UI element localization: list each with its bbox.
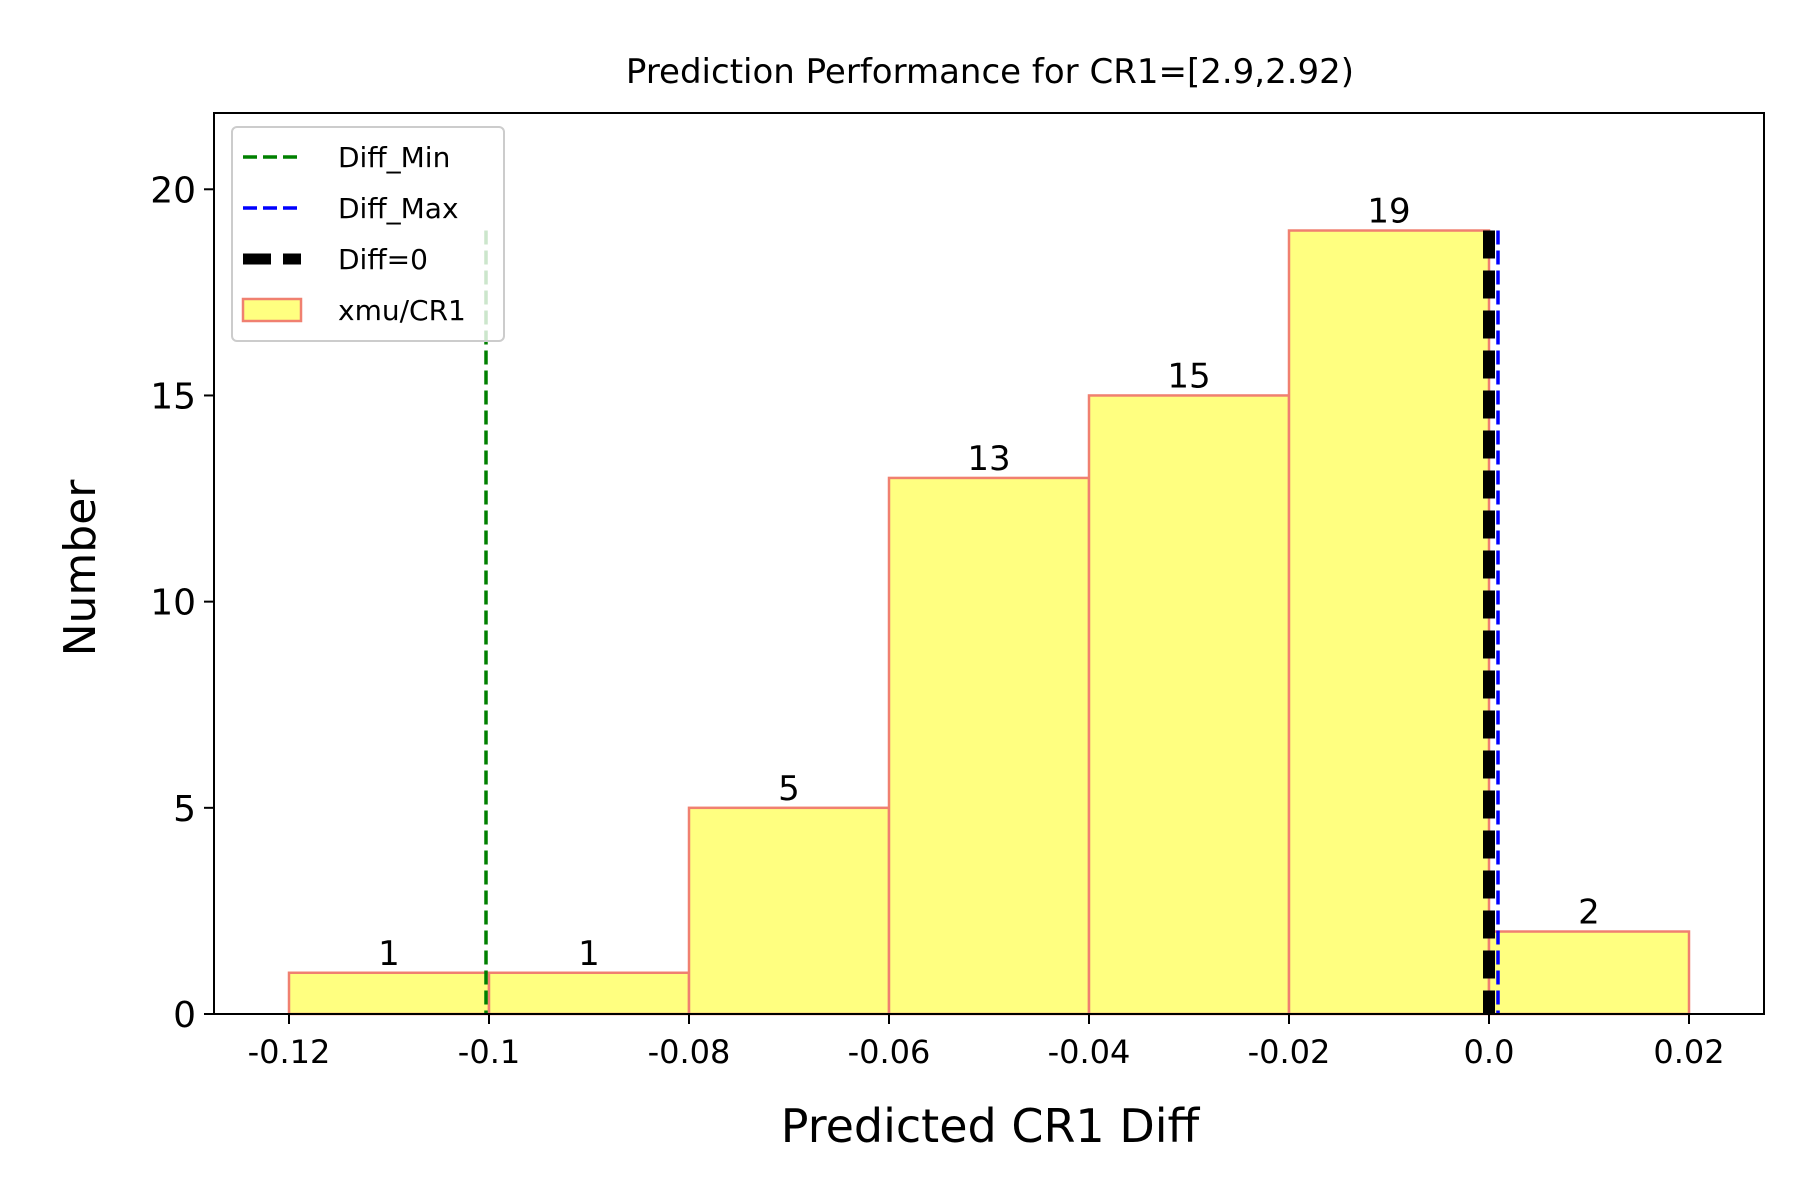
bar-value-label: 15 xyxy=(1167,356,1210,396)
legend-box xyxy=(231,126,505,342)
legend-swatch-patch xyxy=(241,297,303,323)
legend-label: Diff_Max xyxy=(338,192,459,225)
y-axis-label: Number xyxy=(55,479,106,657)
y-tick-label: 5 xyxy=(173,789,196,830)
y-tick-label: 15 xyxy=(150,376,196,417)
axes-frame xyxy=(213,112,1765,1015)
x-tick-label: -0.08 xyxy=(648,1033,731,1071)
histogram-bar xyxy=(1487,930,1691,1016)
bar-value-label: 5 xyxy=(778,769,800,809)
histogram-bar xyxy=(487,971,691,1016)
bar-value-label: 13 xyxy=(967,439,1010,479)
chart-title: Prediction Performance for CR1=[2.9,2.92… xyxy=(626,52,1354,92)
legend-label: Diff=0 xyxy=(338,243,428,276)
x-tick-label: 0.0 xyxy=(1464,1033,1515,1071)
histogram-bar xyxy=(1287,229,1491,1016)
x-tick-label: -0.1 xyxy=(458,1033,520,1071)
bar-value-label: 1 xyxy=(578,934,600,974)
y-tick-label: 10 xyxy=(150,583,196,624)
y-tick-label: 20 xyxy=(150,170,196,211)
x-tick-label: 0.02 xyxy=(1653,1033,1724,1071)
histogram-bar xyxy=(1087,394,1291,1016)
bar-value-label: 1 xyxy=(378,934,400,974)
x-tick-label: -0.12 xyxy=(248,1033,331,1071)
histogram-bar xyxy=(287,971,491,1016)
x-axis-label: Predicted CR1 Diff xyxy=(781,1099,1201,1153)
legend-label: Diff_Min xyxy=(338,141,450,174)
histogram-bar xyxy=(687,806,891,1016)
histogram-bar xyxy=(887,476,1091,1016)
y-tick-label: 0 xyxy=(173,995,196,1036)
x-tick-label: -0.06 xyxy=(848,1033,931,1071)
x-tick-label: -0.04 xyxy=(1048,1033,1131,1071)
legend-label: xmu/CR1 xyxy=(338,294,466,327)
x-tick-label: -0.02 xyxy=(1248,1033,1331,1071)
bar-value-label: 2 xyxy=(1578,893,1600,933)
bar-value-label: 19 xyxy=(1367,192,1410,232)
